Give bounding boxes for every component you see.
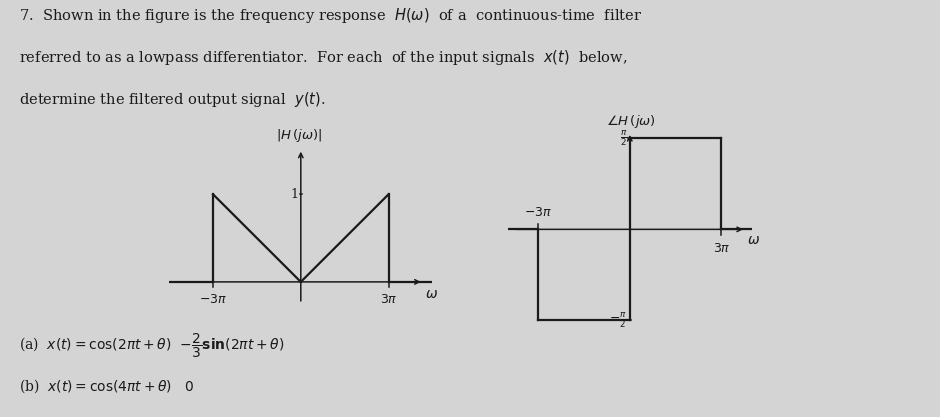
Text: $\omega$: $\omega$ <box>425 287 438 301</box>
Text: $3\pi$: $3\pi$ <box>713 242 730 255</box>
Text: 1: 1 <box>290 188 299 201</box>
Text: $3\pi$: $3\pi$ <box>380 293 398 306</box>
Text: $-3\pi$: $-3\pi$ <box>525 206 552 219</box>
Text: 7.  Shown in the figure is the frequency response  $H(\omega)$  of a  continuous: 7. Shown in the figure is the frequency … <box>19 6 642 25</box>
Text: $|H\,(j\omega)|$: $|H\,(j\omega)|$ <box>275 126 322 143</box>
Text: $\omega$: $\omega$ <box>747 233 760 247</box>
Text: (a)  $x(t) = \cos(2\pi t+\theta)$  $-\dfrac{2}{3}\mathbf{sin}(2\pi t + \theta)$: (a) $x(t) = \cos(2\pi t+\theta)$ $-\dfra… <box>19 332 284 360</box>
Text: $-3\pi$: $-3\pi$ <box>199 293 227 306</box>
Text: determine the filtered output signal  $y(t)$.: determine the filtered output signal $y(… <box>19 90 325 109</box>
Text: (b)  $x(t) = \cos(4\pi t+\theta)$   $0$: (b) $x(t) = \cos(4\pi t+\theta)$ $0$ <box>19 377 195 395</box>
Text: $-\frac{\pi}{2}$: $-\frac{\pi}{2}$ <box>609 311 627 330</box>
Text: referred to as a lowpass differentiator.  For each  of the input signals  $x(t)$: referred to as a lowpass differentiator.… <box>19 48 627 67</box>
Text: $\frac{\pi}{2}$: $\frac{\pi}{2}$ <box>619 129 627 148</box>
Text: $\angle H\,(j\omega)$: $\angle H\,(j\omega)$ <box>606 113 656 130</box>
